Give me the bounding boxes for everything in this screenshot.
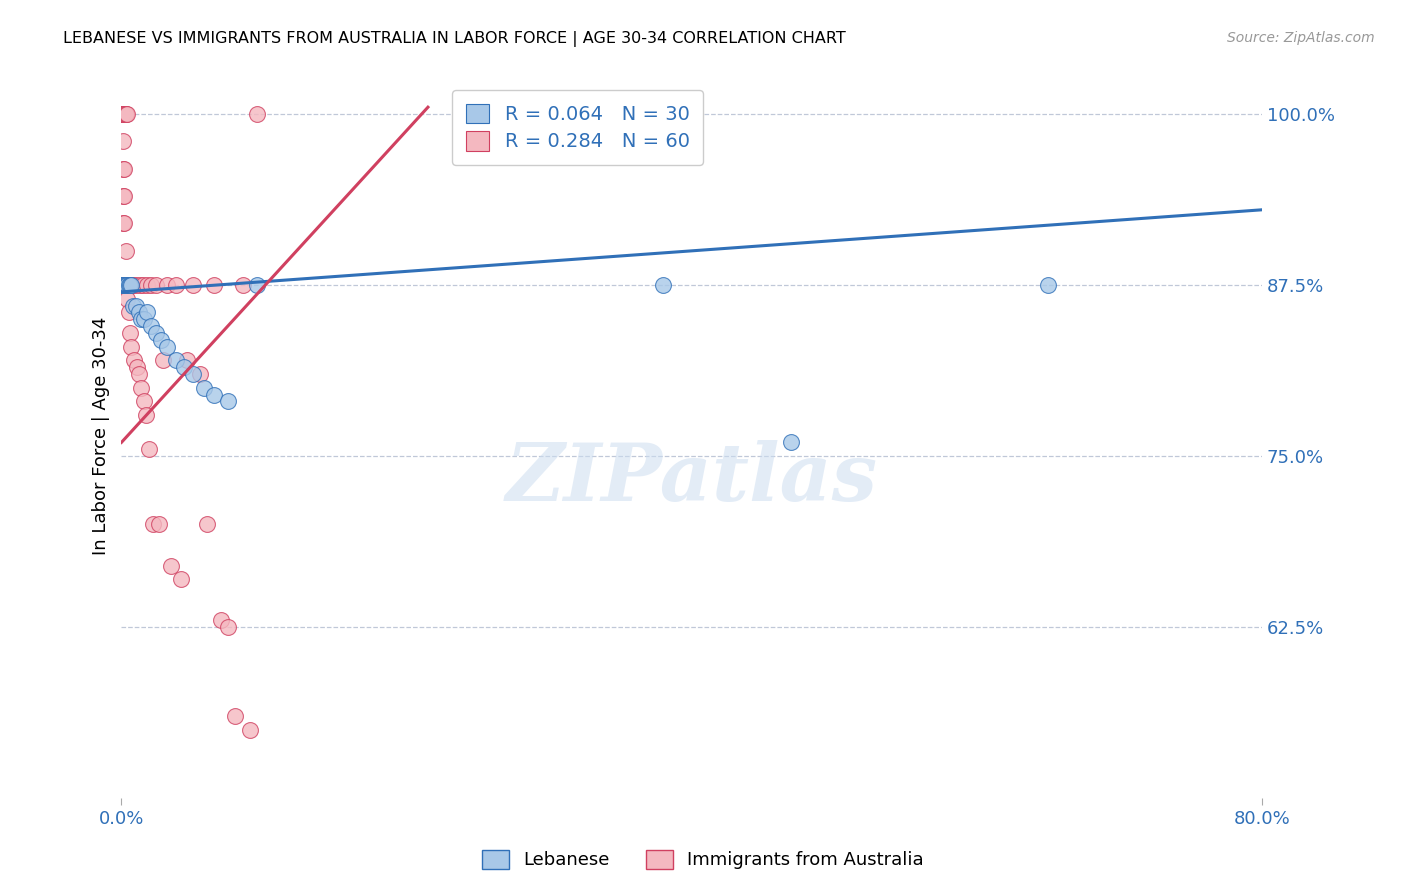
Point xyxy=(142,517,165,532)
Point xyxy=(111,107,134,121)
Point xyxy=(111,189,134,203)
Point xyxy=(111,107,134,121)
Point xyxy=(111,107,134,121)
Point xyxy=(118,278,141,293)
Point xyxy=(170,572,193,586)
Point xyxy=(1036,278,1059,293)
Point xyxy=(217,394,239,409)
Point xyxy=(202,387,225,401)
Point xyxy=(160,558,183,573)
Point xyxy=(111,107,134,121)
Point xyxy=(145,278,167,293)
Point xyxy=(135,408,157,422)
Y-axis label: In Labor Force | Age 30-34: In Labor Force | Age 30-34 xyxy=(93,317,110,555)
Point xyxy=(188,367,211,381)
Point xyxy=(121,299,143,313)
Point xyxy=(239,723,262,737)
Point xyxy=(118,326,141,340)
Point xyxy=(136,278,159,293)
Point xyxy=(112,107,135,121)
Point xyxy=(114,107,136,121)
Point xyxy=(780,435,803,450)
Point xyxy=(193,381,215,395)
Text: ZIPatlas: ZIPatlas xyxy=(506,441,877,518)
Point xyxy=(111,107,134,121)
Point xyxy=(141,278,163,293)
Point xyxy=(181,278,204,293)
Point xyxy=(112,189,135,203)
Text: LEBANESE VS IMMIGRANTS FROM AUSTRALIA IN LABOR FORCE | AGE 30-34 CORRELATION CHA: LEBANESE VS IMMIGRANTS FROM AUSTRALIA IN… xyxy=(63,31,846,47)
Point xyxy=(141,319,163,334)
Text: Source: ZipAtlas.com: Source: ZipAtlas.com xyxy=(1227,31,1375,45)
Point xyxy=(112,107,135,121)
Point xyxy=(232,278,254,293)
Point xyxy=(128,305,150,319)
Point xyxy=(127,360,149,375)
Legend: Lebanese, Immigrants from Australia: Lebanese, Immigrants from Australia xyxy=(472,841,934,879)
Point xyxy=(114,278,136,293)
Point xyxy=(111,278,134,293)
Point xyxy=(125,299,148,313)
Point xyxy=(131,312,153,326)
Point xyxy=(652,278,675,293)
Point xyxy=(111,135,134,149)
Point xyxy=(112,278,135,293)
Point xyxy=(112,278,135,293)
Point xyxy=(150,333,173,347)
Point xyxy=(120,340,142,354)
Point xyxy=(138,442,160,457)
Point xyxy=(246,107,269,121)
Point xyxy=(134,394,156,409)
Point xyxy=(132,278,155,293)
Point xyxy=(125,278,148,293)
Point xyxy=(202,278,225,293)
Point xyxy=(117,278,139,293)
Point xyxy=(111,107,134,121)
Point xyxy=(209,613,232,627)
Point xyxy=(122,353,145,368)
Point xyxy=(115,292,138,306)
Point xyxy=(165,353,187,368)
Point xyxy=(111,278,134,293)
Point xyxy=(115,278,138,293)
Point xyxy=(224,709,246,723)
Point xyxy=(115,278,138,293)
Point xyxy=(111,278,134,293)
Point xyxy=(118,278,141,293)
Point xyxy=(112,161,135,176)
Point xyxy=(114,244,136,258)
Point xyxy=(129,278,152,293)
Point xyxy=(115,107,138,121)
Point xyxy=(111,217,134,231)
Point xyxy=(117,305,139,319)
Point xyxy=(176,353,198,368)
Point xyxy=(156,278,179,293)
Point xyxy=(246,278,269,293)
Legend: R = 0.064   N = 30, R = 0.284   N = 60: R = 0.064 N = 30, R = 0.284 N = 60 xyxy=(453,90,703,165)
Point xyxy=(134,312,156,326)
Point xyxy=(152,353,174,368)
Point xyxy=(120,278,142,293)
Point xyxy=(112,217,135,231)
Point xyxy=(136,305,159,319)
Point xyxy=(131,381,153,395)
Point xyxy=(111,107,134,121)
Point xyxy=(128,367,150,381)
Point xyxy=(114,107,136,121)
Point xyxy=(121,278,143,293)
Point xyxy=(117,278,139,293)
Point xyxy=(148,517,170,532)
Point xyxy=(165,278,187,293)
Point xyxy=(173,360,195,375)
Point xyxy=(120,278,142,293)
Point xyxy=(181,367,204,381)
Point xyxy=(111,161,134,176)
Point xyxy=(145,326,167,340)
Point xyxy=(195,517,218,532)
Point xyxy=(156,340,179,354)
Point xyxy=(217,620,239,634)
